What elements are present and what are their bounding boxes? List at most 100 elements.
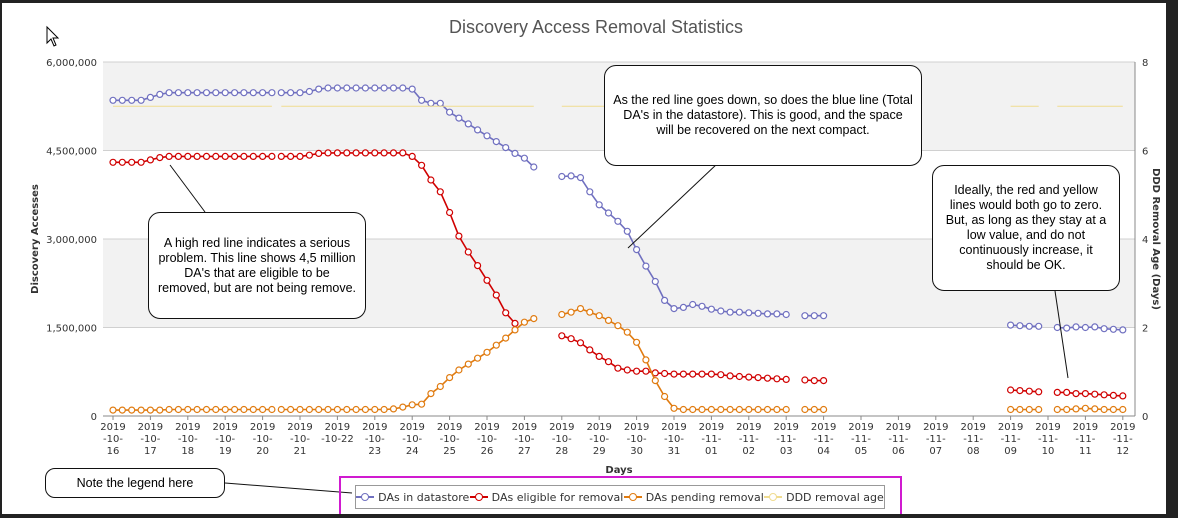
data-point — [231, 89, 239, 97]
y2-tick-label: 8 — [1142, 58, 1148, 69]
data-point — [240, 152, 248, 160]
data-point — [651, 277, 659, 286]
x-tick-label: 2019 -10-26 — [474, 422, 499, 457]
data-point — [1091, 323, 1099, 331]
data-point — [174, 89, 182, 97]
data-point — [707, 370, 716, 378]
data-point — [296, 152, 304, 160]
data-point — [118, 406, 126, 414]
data-point — [735, 372, 744, 381]
data-point — [511, 149, 519, 157]
data-point — [773, 310, 781, 318]
data-point — [492, 341, 500, 349]
data-point — [446, 108, 454, 116]
data-point — [642, 356, 650, 364]
data-point — [1081, 323, 1090, 332]
data-point — [333, 84, 341, 92]
data-point — [623, 328, 631, 336]
x-tick-label: 2019 -10-28 — [549, 422, 574, 457]
legend-item-datastore[interactable]: DAs in datastore — [356, 491, 469, 504]
data-point — [380, 149, 388, 157]
data-point — [1100, 405, 1108, 414]
data-point — [165, 89, 173, 97]
legend-marker-icon — [623, 492, 642, 502]
data-point — [717, 307, 725, 315]
legend-item-ddd-age[interactable]: DDD removal age — [764, 491, 884, 504]
data-point — [184, 405, 192, 414]
data-point — [315, 149, 323, 157]
data-point — [1025, 387, 1033, 395]
x-tick-label: 2019 -10-29 — [586, 422, 611, 457]
data-point — [632, 246, 641, 254]
x-tick-label: 2019 -10-21 — [287, 422, 312, 457]
plot-band — [103, 327, 1135, 416]
series-line — [113, 408, 272, 411]
x-tick-label: 2019 -11-06 — [886, 422, 911, 457]
data-point — [492, 291, 500, 299]
data-point — [1025, 405, 1033, 414]
y-tick-label: 1,500,000 — [46, 324, 97, 335]
data-point — [595, 201, 603, 209]
series-line — [281, 87, 535, 168]
data-point — [146, 406, 154, 414]
x-tick-label: 2019 -11-11 — [1073, 422, 1098, 457]
legend-item-pending[interactable]: DAs pending removal — [623, 491, 764, 504]
data-point — [287, 405, 295, 414]
data-point — [352, 84, 360, 92]
data-point — [418, 96, 426, 104]
data-point — [436, 188, 444, 196]
data-point — [1091, 405, 1099, 413]
data-point — [128, 406, 136, 414]
data-point — [782, 310, 790, 319]
data-point — [698, 370, 706, 378]
data-point — [240, 89, 248, 97]
data-point — [763, 310, 772, 318]
data-point — [1006, 405, 1015, 414]
data-point — [455, 366, 463, 374]
data-point — [436, 99, 444, 107]
data-point — [735, 308, 744, 316]
data-point — [819, 312, 828, 320]
data-point — [586, 346, 594, 354]
data-point — [277, 405, 285, 414]
data-point — [735, 405, 744, 414]
data-point — [745, 373, 753, 381]
x-tick-label: 2019 -10-23 — [362, 422, 387, 457]
data-point — [249, 89, 257, 97]
data-point — [773, 375, 781, 383]
data-point — [128, 158, 136, 166]
y-axis-title: Discovery Accesses — [30, 184, 41, 294]
data-point — [436, 382, 444, 391]
data-point — [109, 158, 117, 166]
x-tick-label: 2019 -10-25 — [437, 422, 462, 457]
data-point — [361, 149, 369, 157]
series-line — [1010, 389, 1039, 393]
data-point — [380, 84, 388, 92]
data-point — [726, 405, 734, 414]
data-point — [502, 334, 510, 342]
legend-item-eligible[interactable]: DAs eligible for removal — [469, 491, 623, 504]
data-point — [483, 276, 491, 284]
x-tick-label: 2019 -10-27 — [512, 422, 537, 457]
data-point — [660, 392, 669, 401]
data-point — [464, 248, 472, 256]
data-point — [455, 232, 463, 240]
data-point — [474, 262, 482, 270]
data-point — [567, 335, 575, 343]
x-tick-label: 2019 -10-31 — [661, 422, 686, 457]
data-point — [399, 403, 407, 411]
data-point — [707, 405, 716, 414]
data-point — [109, 406, 117, 414]
x-tick-label: 2019 -11-09 — [998, 422, 1023, 457]
data-point — [249, 405, 257, 414]
data-point — [389, 405, 398, 413]
data-point — [670, 404, 678, 412]
data-point — [408, 401, 416, 409]
data-point — [1119, 392, 1127, 400]
data-point — [202, 405, 211, 414]
data-point — [502, 144, 510, 152]
data-point — [259, 152, 267, 160]
data-point — [296, 405, 304, 414]
data-point — [1100, 325, 1108, 333]
data-point — [268, 405, 276, 414]
